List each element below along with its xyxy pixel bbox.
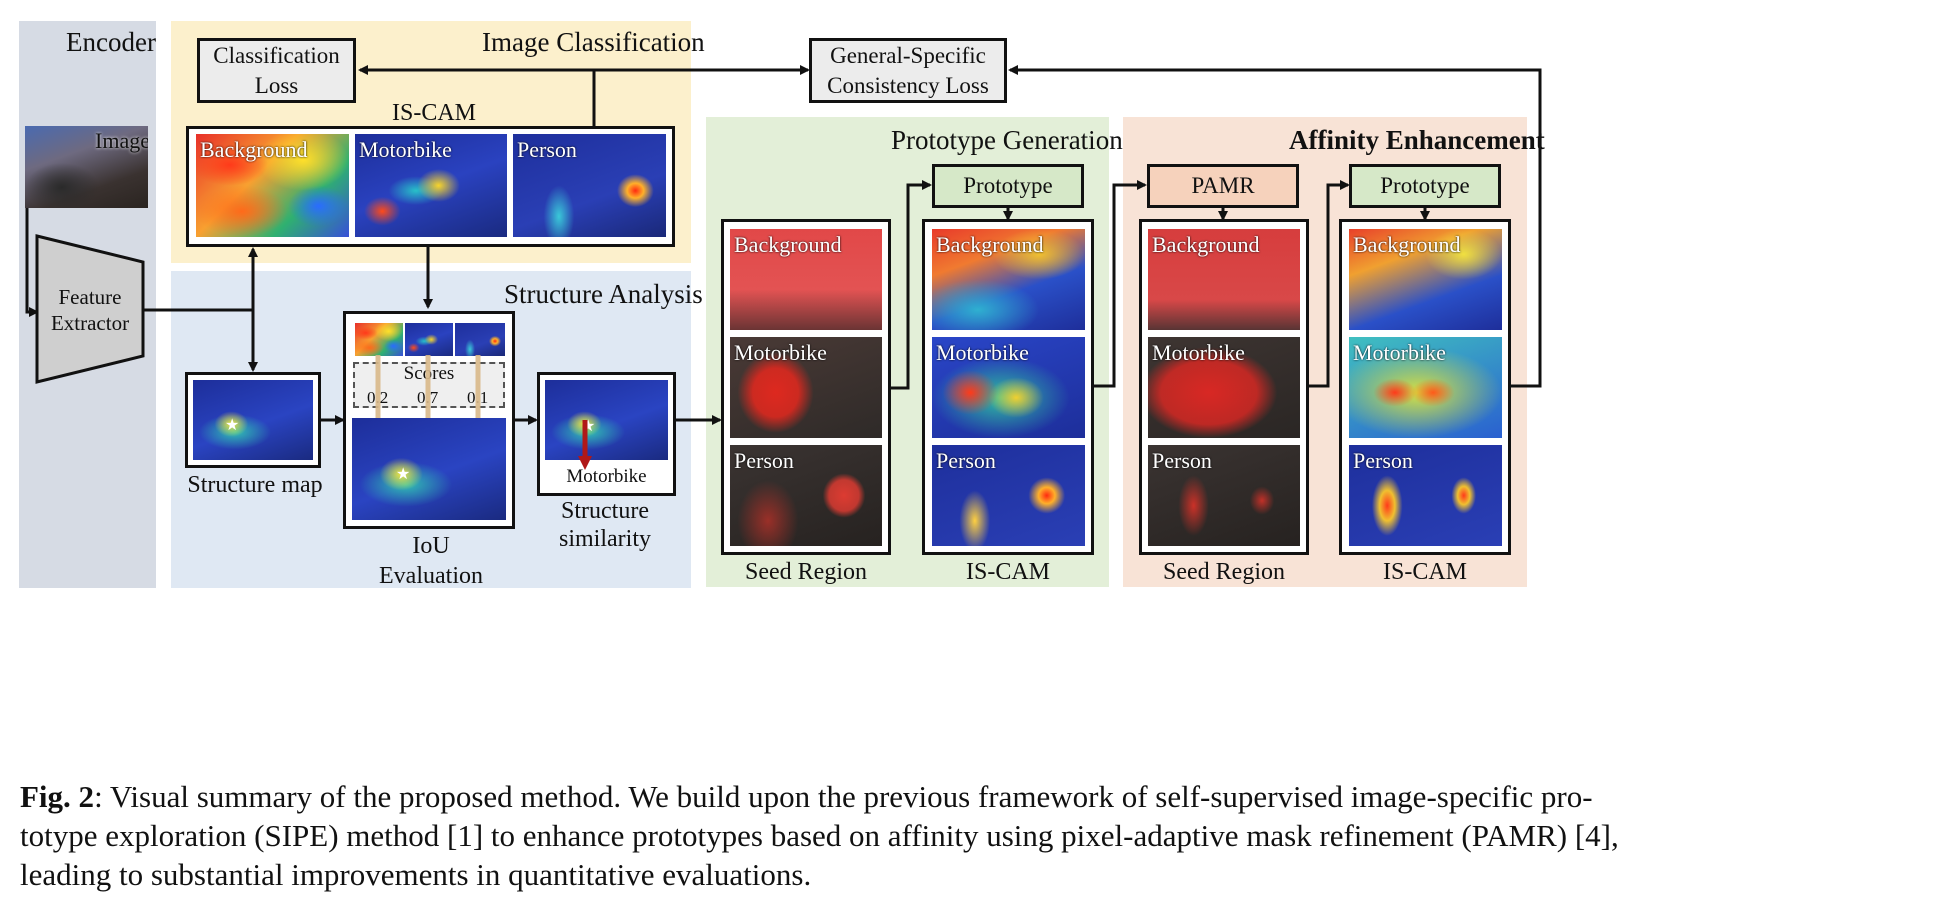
- pg-cam-background-label: Background: [936, 232, 1044, 257]
- pg-cam-motorbike-label: Motorbike: [936, 340, 1029, 365]
- pg-seed-motorbike: Motorbike: [730, 337, 882, 438]
- ae-seed-person-label: Person: [1152, 448, 1212, 473]
- similarity-caption-line1: Structure: [561, 498, 649, 524]
- ae-seed-motorbike: Motorbike: [1148, 337, 1300, 438]
- caption-line1-text: : Visual summary of the proposed method.…: [94, 779, 1593, 814]
- consistency-loss-line1: General-Specific: [830, 42, 986, 68]
- feature-extractor-label: Feature Extractor: [40, 284, 140, 336]
- star-icon: ★: [225, 417, 240, 434]
- similarity-caption: Structure similarity: [530, 497, 680, 553]
- ae-cam-motorbike: Motorbike: [1349, 337, 1502, 438]
- iou-thumb-motorbike: [404, 322, 454, 357]
- cam-background-label: Background: [200, 137, 308, 162]
- pamr-box: PAMR: [1147, 164, 1299, 208]
- pg-seed-person: Person: [730, 445, 882, 546]
- encoder-title: Encoder: [66, 27, 156, 57]
- input-image: Image: [25, 126, 148, 208]
- score-arrows: [372, 355, 484, 434]
- pg-seed-background: Background: [730, 229, 882, 330]
- iou-structure-image: ★: [352, 418, 506, 520]
- cam-background: Background: [196, 134, 349, 237]
- iou-thumb-background: [354, 322, 404, 357]
- iou-caption-line1: IoU: [412, 533, 450, 559]
- caption-fig-label: Fig. 2: [20, 779, 95, 814]
- caption-line1: Fig. 2: Visual summary of the proposed m…: [20, 777, 1940, 816]
- consistency-loss-line2: Consistency Loss: [827, 72, 989, 98]
- similarity-arrow: [578, 420, 592, 470]
- pg-seed-background-label: Background: [734, 232, 842, 257]
- classification-loss-line2: Loss: [254, 72, 299, 98]
- classification-loss-box: Classification Loss: [197, 38, 356, 103]
- ae-seed-caption: Seed Region: [1163, 559, 1285, 585]
- classification-loss-line1: Classification: [213, 42, 340, 68]
- feature-extractor-line1: Feature: [58, 285, 122, 309]
- feature-extractor-line2: Extractor: [50, 311, 130, 335]
- pg-prototype-box: Prototype: [932, 164, 1084, 208]
- ae-seed-person: Person: [1148, 445, 1300, 546]
- ae-cam-person-label: Person: [1353, 448, 1413, 473]
- iou-star-icon: ★: [396, 466, 411, 483]
- predicted-label: Motorbike: [566, 466, 647, 487]
- feature-extractor-shape: [35, 234, 145, 384]
- caption-line3: leading to substantial improvements in q…: [20, 857, 812, 892]
- pg-cam-person-label: Person: [936, 448, 996, 473]
- pg-seed-person-label: Person: [734, 448, 794, 473]
- prototype-generation-title: Prototype Generation: [891, 125, 1123, 155]
- iou-thumb-person: [454, 322, 506, 357]
- ae-cam-motorbike-label: Motorbike: [1353, 340, 1446, 365]
- ae-seed-background-label: Background: [1152, 232, 1260, 257]
- pg-cam-background: Background: [932, 229, 1085, 330]
- iou-caption-line2: Evaluation: [379, 563, 483, 589]
- pg-seed-caption: Seed Region: [745, 559, 867, 585]
- image-classification-title: Image Classification: [482, 27, 705, 57]
- cam-person-label: Person: [517, 137, 577, 162]
- ae-cam-background-label: Background: [1353, 232, 1461, 257]
- ae-prototype-box: Prototype: [1349, 164, 1501, 208]
- flow-arrows: [25, 65, 1542, 425]
- ae-cam-caption: IS-CAM: [1382, 559, 1467, 585]
- cam-person: Person: [513, 134, 666, 237]
- similarity-image: ★: [545, 380, 668, 460]
- similarity-caption-line2: similarity: [559, 526, 651, 552]
- structure-map-image: ★: [193, 380, 313, 460]
- pg-cam-caption: IS-CAM: [965, 559, 1050, 585]
- ae-cam-background: Background: [1349, 229, 1502, 330]
- affinity-enhancement-title: Affinity Enhancement: [1289, 125, 1545, 155]
- consistency-loss-box: General-Specific Consistency Loss: [809, 38, 1007, 103]
- figure-caption: Fig. 2: Visual summary of the proposed m…: [20, 777, 1940, 894]
- caption-line2: totype exploration (SIPE) method [1] to …: [20, 818, 1619, 853]
- pg-seed-motorbike-label: Motorbike: [734, 340, 827, 365]
- pg-cam-person: Person: [932, 445, 1085, 546]
- iou-caption: IoU Evaluation: [343, 531, 519, 591]
- cam-motorbike-label: Motorbike: [359, 137, 452, 162]
- ae-seed-motorbike-label: Motorbike: [1152, 340, 1245, 365]
- pg-cam-motorbike: Motorbike: [932, 337, 1085, 438]
- iscam-title: IS-CAM: [392, 100, 477, 126]
- cam-motorbike: Motorbike: [355, 134, 507, 237]
- structure-map-caption: Structure map: [187, 472, 323, 498]
- ae-cam-person: Person: [1349, 445, 1502, 546]
- ae-seed-background: Background: [1148, 229, 1300, 330]
- input-image-label: Image: [95, 128, 148, 153]
- structure-analysis-title: Structure Analysis: [504, 279, 703, 309]
